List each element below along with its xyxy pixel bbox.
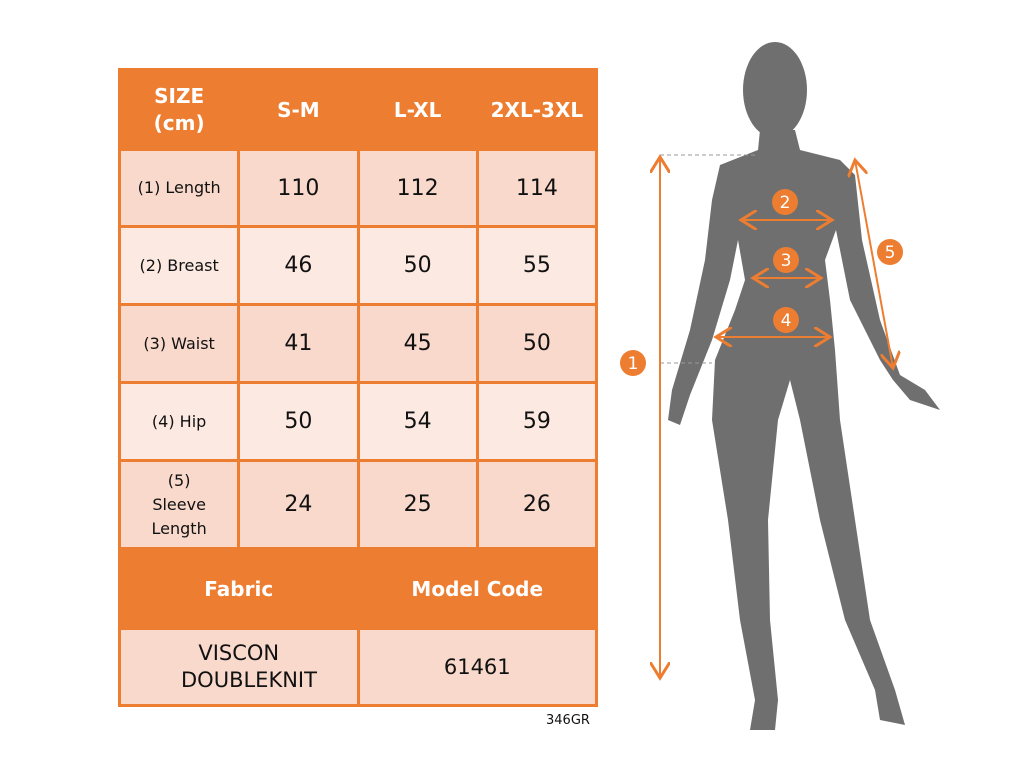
header-size: SIZE (cm) <box>117 68 241 151</box>
marker-2-label: 2 <box>780 193 791 213</box>
cell-value: 110 <box>237 148 360 228</box>
cell-value: 46 <box>237 225 360 306</box>
silhouette <box>668 42 940 730</box>
marker-5-label: 5 <box>885 243 896 263</box>
cell-value: 112 <box>356 148 479 228</box>
head <box>743 42 807 138</box>
cell-value: 50 <box>475 303 599 384</box>
marker-4-icon <box>773 307 799 333</box>
table-header-row: SIZE (cm) S-M L-XL 2XL-3XL <box>117 68 599 151</box>
table-row: (5) Sleeve Length 24 25 26 <box>117 459 599 550</box>
table-row: (2) Breast 46 50 55 <box>117 225 599 306</box>
cell-value: 50 <box>237 381 360 462</box>
marker-2-icon <box>772 189 798 215</box>
model-code-value: 61461 <box>356 627 598 707</box>
fabric-value: VISCON DOUBLEKNIT <box>118 627 360 707</box>
model-code-label: Model Code <box>356 547 598 630</box>
table-row: (1) Length 110 112 114 <box>117 148 599 228</box>
product-code: 346GR <box>546 713 590 728</box>
fabric-label: Fabric <box>118 547 360 630</box>
cell-value: 24 <box>237 459 360 550</box>
marker-1-label: 1 <box>628 354 639 374</box>
marker-1-icon <box>620 350 646 376</box>
cell-value: 54 <box>356 381 479 462</box>
sleeve-arrow <box>855 160 893 368</box>
row-label: (3) Waist <box>117 303 241 384</box>
cell-value: 25 <box>356 459 479 550</box>
cell-value: 45 <box>356 303 479 384</box>
cell-value: 50 <box>356 225 479 306</box>
fabric-header-row: Fabric Model Code <box>118 547 598 630</box>
marker-3-label: 3 <box>781 251 792 271</box>
size-table: SIZE (cm) S-M L-XL 2XL-3XL (1) Length 11… <box>117 68 599 707</box>
row-label: (2) Breast <box>117 225 241 306</box>
cell-value: 41 <box>237 303 360 384</box>
cell-value: 114 <box>475 148 599 228</box>
cell-value: 55 <box>475 225 599 306</box>
marker-3-icon <box>773 247 799 273</box>
header-l-xl: L-XL <box>356 68 479 151</box>
cell-value: 59 <box>475 381 599 462</box>
header-s-m: S-M <box>237 68 360 151</box>
marker-4-label: 4 <box>781 311 792 331</box>
table-row: (3) Waist 41 45 50 <box>117 303 599 384</box>
header-2xl-3xl: 2XL-3XL <box>475 68 599 151</box>
cell-value: 26 <box>475 459 599 550</box>
row-label: (4) Hip <box>117 381 241 462</box>
fabric-row: VISCON DOUBLEKNIT 61461 <box>118 627 598 707</box>
body <box>668 130 940 730</box>
table-row: (4) Hip 50 54 59 <box>117 381 599 462</box>
row-label: (1) Length <box>117 148 241 228</box>
marker-5-icon <box>877 239 903 265</box>
row-label: (5) Sleeve Length <box>117 459 241 550</box>
